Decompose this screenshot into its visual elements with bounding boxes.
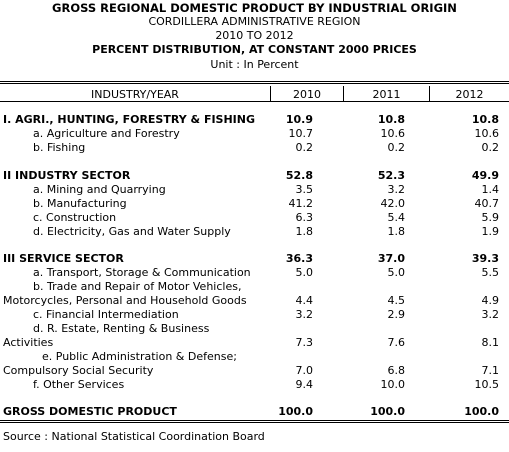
value-2010: 0.2 bbox=[295, 141, 314, 154]
table-bottom-rule bbox=[0, 420, 509, 423]
row-label: GROSS DOMESTIC PRODUCT bbox=[3, 405, 177, 418]
value-2010: 10.7 bbox=[288, 127, 314, 140]
column-divider bbox=[429, 86, 430, 101]
value-2012: 5.5 bbox=[481, 266, 500, 279]
value-2012: 10.5 bbox=[474, 378, 500, 391]
value-2010: 10.9 bbox=[285, 113, 313, 126]
value-2011: 0.2 bbox=[387, 141, 406, 154]
value-2010: 3.2 bbox=[295, 308, 314, 321]
row-label: d. Electricity, Gas and Water Supply bbox=[33, 225, 231, 237]
row-label-line1: e. Public Administration & Defense; bbox=[42, 350, 237, 363]
value-2012: 39.3 bbox=[471, 252, 499, 265]
value-2011: 7.6 bbox=[387, 336, 406, 349]
column-header-2010: 2010 bbox=[293, 88, 321, 101]
row-label-line2: Activities bbox=[3, 336, 54, 349]
row-label: II INDUSTRY SECTOR bbox=[3, 169, 131, 182]
row-label: b. Manufacturing bbox=[33, 197, 127, 210]
row-label-line1: d. R. Estate, Renting & Business bbox=[33, 322, 210, 335]
region-name: CORDILLERA ADMINISTRATIVE REGION bbox=[148, 15, 361, 28]
row-label: c. Construction bbox=[33, 211, 117, 224]
value-2010: 4.4 bbox=[295, 294, 314, 307]
row-label-line2: Motorcycles, Personal and Household Good… bbox=[3, 294, 247, 307]
value-2011: 10.6 bbox=[380, 127, 406, 140]
value-2010: 3.5 bbox=[295, 183, 314, 196]
value-2012: 10.6 bbox=[474, 127, 500, 140]
value-2011: 1.8 bbox=[387, 225, 406, 238]
value-2012: 100.0 bbox=[464, 405, 499, 418]
table-subtitle: PERCENT DISTRIBUTION, AT CONSTANT 2000 P… bbox=[92, 43, 417, 56]
period: 2010 TO 2012 bbox=[215, 29, 294, 42]
row-label: a. Transport, Storage & Communication bbox=[33, 266, 251, 279]
value-2012: 1.9 bbox=[481, 225, 500, 238]
value-2010: 100.0 bbox=[278, 405, 313, 418]
value-2010: 5.0 bbox=[295, 266, 314, 279]
table-title: GROSS REGIONAL DOMESTIC PRODUCT BY INDUS… bbox=[52, 1, 457, 15]
value-2012: 0.2 bbox=[481, 141, 500, 154]
value-2011: 10.8 bbox=[377, 113, 405, 126]
value-2011: 37.0 bbox=[377, 252, 405, 265]
column-header-2011: 2011 bbox=[372, 88, 401, 101]
value-2012: 1.4 bbox=[481, 183, 500, 196]
row-label: a. Mining and Quarrying bbox=[33, 183, 166, 196]
column-header-2012: 2012 bbox=[455, 88, 484, 101]
row-label: I. AGRI., HUNTING, FORESTRY & FISHING bbox=[3, 113, 256, 126]
row-label: b. Fishing bbox=[33, 141, 86, 154]
value-2010: 6.3 bbox=[295, 211, 314, 224]
value-2012: 5.9 bbox=[481, 211, 500, 224]
value-2012: 40.7 bbox=[474, 197, 500, 210]
value-2012: 4.9 bbox=[481, 294, 500, 307]
value-2012: 3.2 bbox=[481, 308, 500, 321]
unit-note: Unit : In Percent bbox=[210, 58, 299, 71]
value-2010: 7.0 bbox=[295, 364, 314, 377]
value-2010: 52.8 bbox=[285, 169, 313, 182]
value-2010: 9.4 bbox=[295, 378, 314, 391]
value-2012: 10.8 bbox=[471, 113, 499, 126]
value-2010: 1.8 bbox=[295, 225, 314, 238]
header-top-rule bbox=[0, 81, 509, 84]
value-2011: 5.4 bbox=[387, 211, 406, 224]
value-2011: 3.2 bbox=[387, 183, 406, 196]
value-2012: 7.1 bbox=[481, 364, 500, 377]
value-2012: 8.1 bbox=[481, 336, 500, 349]
value-2012: 49.9 bbox=[471, 169, 499, 182]
row-label: a. Agriculture and Forestry bbox=[33, 127, 180, 140]
row-label: c. Financial Intermediation bbox=[33, 308, 179, 321]
column-divider bbox=[343, 86, 344, 101]
source-note: Source : National Statistical Coordinati… bbox=[3, 430, 265, 443]
value-2011: 4.5 bbox=[387, 294, 406, 307]
column-header-industry: INDUSTRY/YEAR bbox=[91, 88, 179, 101]
value-2011: 10.0 bbox=[380, 378, 406, 391]
row-label-line1: b. Trade and Repair of Motor Vehicles, bbox=[33, 280, 242, 293]
value-2011: 2.9 bbox=[387, 308, 406, 321]
value-2011: 42.0 bbox=[380, 197, 406, 210]
value-2011: 52.3 bbox=[377, 169, 405, 182]
value-2011: 100.0 bbox=[370, 405, 405, 418]
column-divider bbox=[270, 86, 271, 101]
value-2010: 7.3 bbox=[295, 336, 314, 349]
row-label: III SERVICE SECTOR bbox=[3, 252, 124, 265]
row-label: f. Other Services bbox=[33, 378, 125, 391]
header-bottom-rule bbox=[0, 101, 509, 102]
row-label-line2: Compulsory Social Security bbox=[3, 364, 154, 377]
value-2010: 41.2 bbox=[288, 197, 314, 210]
value-2011: 6.8 bbox=[387, 364, 406, 377]
value-2011: 5.0 bbox=[387, 266, 406, 279]
value-2010: 36.3 bbox=[285, 252, 313, 265]
